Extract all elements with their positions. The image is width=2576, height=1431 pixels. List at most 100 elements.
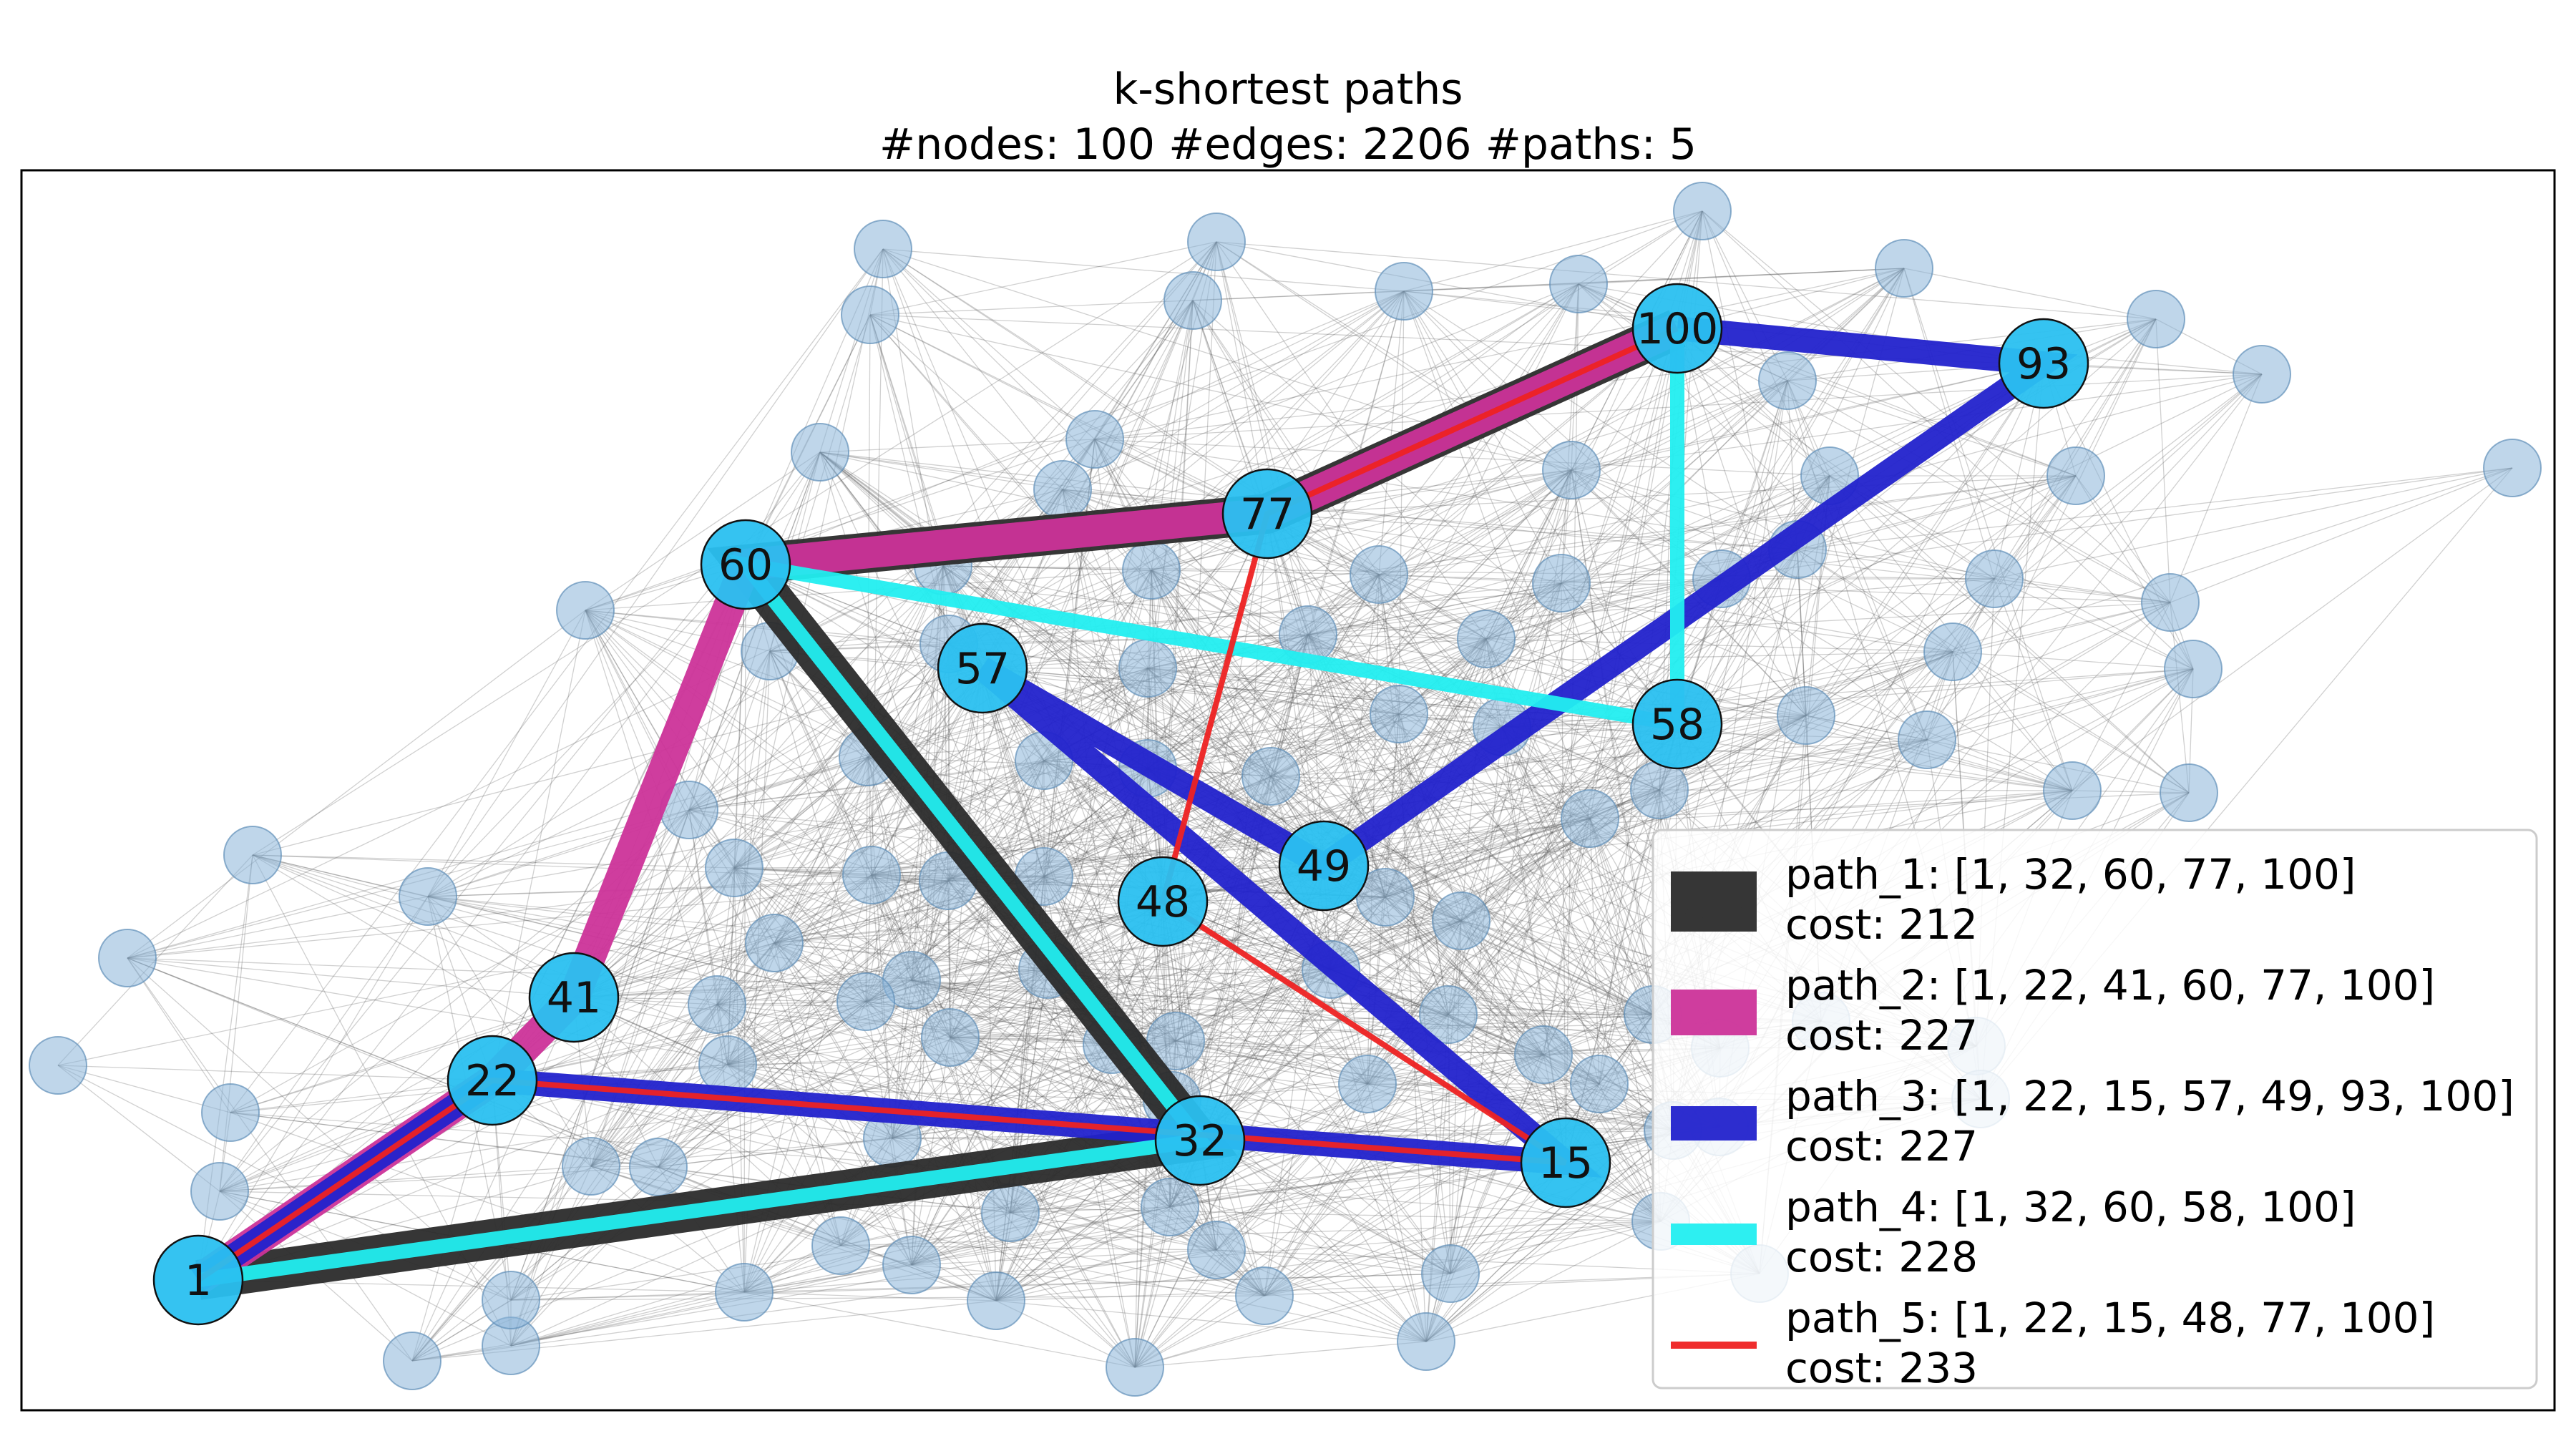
background-edge (1448, 715, 1807, 1015)
background-node (1338, 1055, 1397, 1113)
background-edge (911, 980, 1113, 1045)
background-edge (1216, 241, 1268, 514)
background-edge (743, 874, 872, 1293)
background-node (1542, 441, 1601, 499)
background-edge (1216, 241, 1386, 898)
background-node (2046, 446, 2105, 505)
background-node (201, 1083, 260, 1142)
background-node (842, 846, 901, 904)
background-edge (1216, 241, 1572, 471)
background-edge (1151, 570, 1163, 902)
background-edge (1589, 818, 1600, 1085)
background-edge (1047, 713, 1400, 970)
background-edge (911, 634, 1309, 981)
background-edge (2072, 467, 2513, 791)
background-node (1141, 1178, 1199, 1236)
background-edge (1267, 513, 1449, 1015)
background-edge (819, 451, 1324, 866)
background-edge (769, 650, 872, 876)
background-edge (869, 314, 1386, 898)
background-edge (1797, 475, 2077, 550)
background-edge (1216, 1014, 1449, 1251)
background-edge (1367, 920, 1462, 1085)
background-edge (585, 610, 1048, 970)
background-edge (1952, 651, 2190, 793)
background-edge (867, 756, 1654, 1015)
node-label-48: 48 (1136, 877, 1190, 927)
background-edge (716, 1004, 997, 1301)
background-edge (1323, 715, 1807, 866)
background-edge (1805, 363, 2044, 716)
background-edge (127, 957, 231, 1113)
background-edge (1378, 574, 1807, 716)
background-edge (1721, 380, 1788, 580)
background-edge (1043, 876, 1451, 1274)
background-edge (819, 248, 884, 453)
background-node (190, 1162, 249, 1221)
background-node (715, 1263, 774, 1322)
background-edge (1162, 901, 1427, 1342)
background-edge (948, 290, 1405, 645)
background-edge (774, 760, 1045, 944)
background-edge (252, 854, 867, 1002)
background-edge (1425, 1221, 1662, 1342)
background-edge (982, 668, 1591, 819)
background-edge (995, 818, 1591, 1301)
background-edge (658, 1138, 893, 1168)
background-edge (1561, 268, 1905, 584)
background-edge (1147, 723, 1678, 769)
node-label-60: 60 (718, 540, 773, 590)
background-edge (865, 1001, 997, 1301)
background-edge (57, 1065, 220, 1192)
background-node (1758, 351, 1817, 410)
background-edge (1094, 268, 1905, 440)
background-edge (1216, 1083, 1368, 1251)
background-edge (1926, 602, 2171, 741)
background-edge (871, 651, 1953, 876)
background-edge (774, 942, 1449, 1015)
background-edge (1216, 373, 2263, 1251)
node-48 (1117, 856, 1209, 947)
background-edge (1175, 723, 1678, 1042)
background-edge (1094, 439, 1674, 1131)
background-edge (1307, 634, 1674, 1131)
background-edge (867, 513, 1268, 758)
background-edge (950, 969, 1332, 1038)
background-edge (733, 867, 949, 881)
background-edge (1216, 241, 2157, 320)
background-edge (869, 314, 944, 567)
background-edge (1398, 290, 1405, 715)
background-edge (727, 565, 944, 1065)
node-label-100: 100 (1636, 304, 1719, 354)
background-edge (1307, 582, 1562, 635)
background-edge (716, 880, 949, 1005)
background-edge (1385, 897, 1654, 1015)
background-edge (427, 896, 1048, 970)
background-edge (1952, 651, 2194, 670)
path_5-line (196, 326, 1679, 1283)
background-edge (743, 1001, 867, 1293)
background-edge (1199, 1140, 1451, 1274)
background-edge (774, 897, 1386, 944)
legend-cost-path_3: cost: 227 (1785, 1122, 1978, 1171)
background-edge (1264, 1083, 1368, 1296)
background-edge (865, 723, 1678, 1002)
background-edge (1062, 489, 1163, 902)
background-edge (492, 610, 586, 1081)
background-edge (658, 969, 1048, 1168)
background-edge (658, 1020, 1822, 1168)
background-edge (1010, 1212, 1217, 1251)
background-edge (1994, 467, 2513, 580)
node-label-41: 41 (547, 973, 601, 1023)
background-edge (1450, 726, 1503, 1274)
node-1 (152, 1234, 244, 1326)
background-edge (219, 1191, 1662, 1222)
background-edge (995, 1206, 1171, 1301)
background-node (2164, 640, 2223, 698)
background-edge (995, 969, 1048, 1301)
background-edge (585, 610, 841, 1246)
background-edge (510, 1295, 1265, 1301)
background-edge (1199, 865, 1324, 1141)
background-node (1673, 182, 1732, 240)
background-edge (869, 314, 1572, 471)
